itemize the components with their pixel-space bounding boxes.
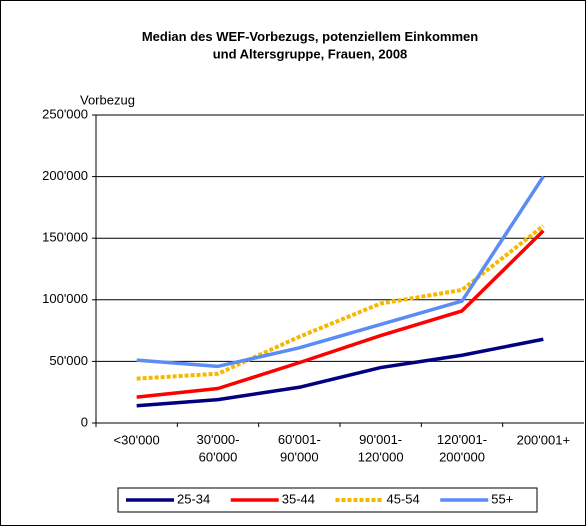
y-tick-label: 150'000 (42, 230, 88, 245)
legend-label: 25-34 (177, 491, 210, 506)
chart-title: Median des WEF-Vorbezugs, potenziellem E… (142, 29, 478, 62)
series-line (136, 229, 545, 399)
legend-label: 45-54 (387, 491, 420, 506)
x-tick-label: 120'001-200'000 (437, 432, 487, 465)
series-line (136, 337, 544, 408)
x-tick-label: 90'001-120'000 (358, 432, 404, 465)
x-tick-label: 30'000-60'000 (197, 432, 240, 465)
x-tick-label: 60'001-90'000 (278, 432, 321, 465)
x-tick-label: 200'001+ (517, 432, 570, 447)
y-tick-label: 0 (81, 414, 88, 429)
x-tick-label: <30'000 (114, 432, 160, 447)
series-line (136, 224, 545, 381)
legend-label: 35-44 (282, 491, 315, 506)
legend-label: 55+ (491, 491, 513, 506)
y-tick-label: 250'000 (42, 106, 88, 121)
y-tick-label: 100'000 (42, 291, 88, 306)
series-line (136, 175, 545, 369)
y-tick-label: 50'000 (49, 353, 88, 368)
y-axis-label: Vorbezug (80, 92, 135, 107)
y-tick-label: 200'000 (42, 168, 88, 183)
